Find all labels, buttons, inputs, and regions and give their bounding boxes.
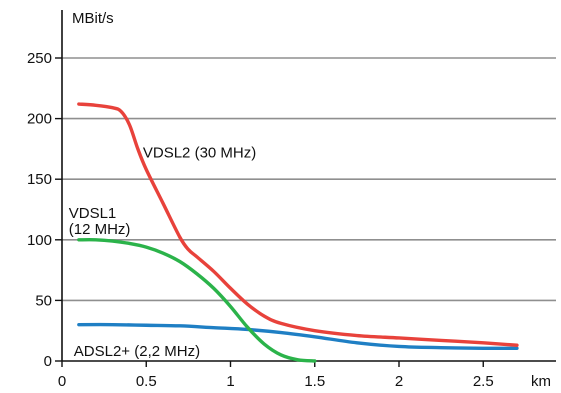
series-labels: VDSL2 (30 MHz) VDSL1 (12 MHz) ADSL2+ (2,2 M… [69,144,257,360]
series-label-2: ADSL2+ (2,2 MHz) [74,343,200,360]
y-tick-label: 100 [27,232,52,249]
series-lines [77,102,519,363]
series-label-1: VDSL1 (12 MHz) [69,205,131,238]
series-line-adsl2-2-2-mhz [77,322,519,351]
axes [55,10,556,367]
series-line-vdsl1-12-mhz [77,238,317,363]
y-tick-label: 200 [27,111,52,128]
y-tick-label: 50 [35,292,52,309]
series-line-vdsl2-30-mhz [77,102,519,347]
series-label-line: VDSL2 (30 MHz) [143,144,256,161]
y-axis-label: MBit/s [72,10,114,27]
x-tick-label: 1.5 [304,373,325,390]
y-tick-label: 0 [44,353,52,370]
series-label-0: VDSL2 (30 MHz) [143,144,256,161]
tick-labels: 0 50 100 150 200 250 0 0.5 1 1.5 2 2.5 [27,50,494,390]
x-tick-label: 1 [226,373,234,390]
series-label-line: VDSL1 [69,205,117,222]
series-label-line: (12 MHz) [69,221,131,238]
series-label-line: ADSL2+ (2,2 MHz) [74,343,200,360]
x-axis-label: km [531,373,551,390]
gridlines [62,57,556,302]
y-tick-label: 250 [27,50,52,67]
y-tick-label: 150 [27,171,52,188]
x-tick-label: 2.5 [473,373,494,390]
x-tick-label: 2 [395,373,403,390]
x-tick-label: 0.5 [136,373,157,390]
x-tick-label: 0 [58,373,66,390]
